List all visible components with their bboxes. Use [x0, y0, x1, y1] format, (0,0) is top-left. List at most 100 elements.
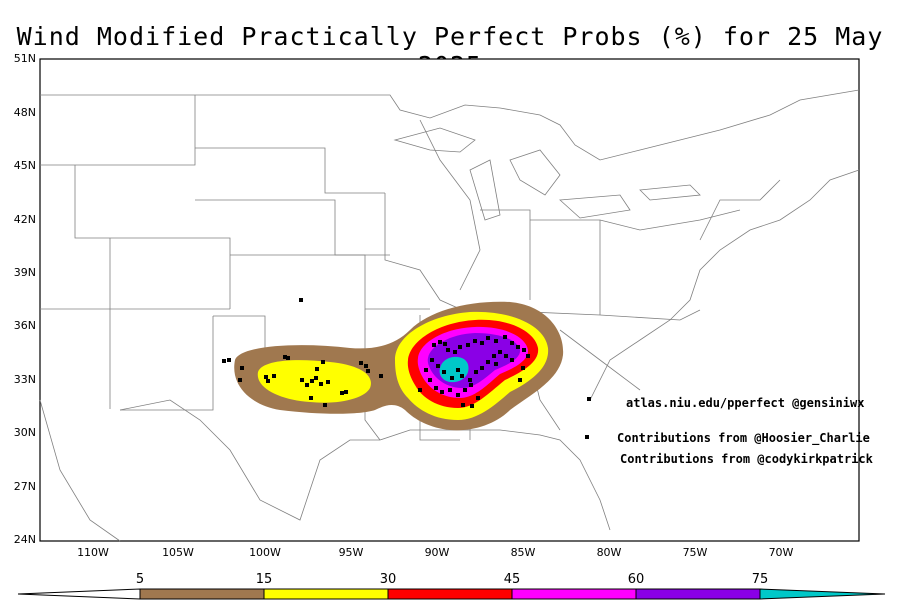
report-marker	[315, 367, 319, 371]
report-marker	[461, 403, 465, 407]
report-marker	[587, 397, 591, 401]
report-marker	[310, 379, 314, 383]
report-marker	[264, 375, 268, 379]
map-frame	[39, 58, 860, 542]
lon-label: 75W	[682, 546, 708, 559]
report-marker	[326, 380, 330, 384]
report-marker	[305, 383, 309, 387]
legend-under-arrow	[17, 588, 141, 600]
legend-tick: 15	[255, 572, 273, 587]
lat-label: 48N	[13, 106, 36, 119]
report-marker	[510, 341, 514, 345]
report-marker	[469, 383, 473, 387]
lon-label: 90W	[424, 546, 450, 559]
report-marker	[521, 366, 525, 370]
report-marker	[359, 361, 363, 365]
report-marker	[299, 298, 303, 302]
report-marker	[463, 388, 467, 392]
report-marker	[283, 355, 287, 359]
report-marker	[480, 366, 484, 370]
report-marker	[510, 358, 514, 362]
report-marker	[428, 378, 432, 382]
report-marker	[458, 345, 462, 349]
legend-bin-30-45	[387, 588, 513, 600]
report-marker	[473, 339, 477, 343]
lon-label: 100W	[249, 546, 281, 559]
lon-label: 105W	[162, 546, 194, 559]
report-marker	[434, 386, 438, 390]
report-marker	[476, 396, 480, 400]
report-marker	[266, 379, 270, 383]
report-marker	[430, 358, 434, 362]
report-marker	[526, 354, 530, 358]
report-markers	[222, 298, 591, 439]
report-marker	[498, 350, 502, 354]
report-marker	[443, 342, 447, 346]
legend-colorbar	[17, 588, 886, 600]
lon-label: 95W	[338, 546, 364, 559]
site-credit: atlas.niu.edu/pperfect @gensiniwx	[626, 396, 865, 410]
legend-tick: 75	[751, 572, 769, 587]
report-marker	[272, 374, 276, 378]
lat-label: 39N	[13, 266, 36, 279]
report-marker	[503, 335, 507, 339]
lat-label: 24N	[13, 533, 36, 546]
report-marker	[424, 368, 428, 372]
legend-over-arrow	[759, 588, 886, 600]
lat-label: 30N	[13, 426, 36, 439]
report-marker	[240, 366, 244, 370]
legend-tick: 60	[627, 572, 645, 587]
report-marker	[494, 362, 498, 366]
report-marker	[442, 370, 446, 374]
report-marker	[321, 360, 325, 364]
report-marker	[494, 339, 498, 343]
report-marker	[438, 340, 442, 344]
report-marker	[480, 341, 484, 345]
legend-bin-45-60	[511, 588, 637, 600]
report-marker	[585, 435, 589, 439]
report-marker	[238, 378, 242, 382]
report-marker	[418, 388, 422, 392]
report-marker	[453, 350, 457, 354]
lon-label: 80W	[596, 546, 622, 559]
report-marker	[448, 388, 452, 392]
report-marker	[460, 374, 464, 378]
lon-label: 70W	[768, 546, 794, 559]
legend-bin-15-30	[263, 588, 389, 600]
report-marker	[440, 390, 444, 394]
report-marker	[319, 382, 323, 386]
report-marker	[344, 390, 348, 394]
report-marker	[522, 348, 526, 352]
report-marker	[470, 404, 474, 408]
report-marker	[323, 403, 327, 407]
report-marker	[486, 360, 490, 364]
legend-tick: 30	[379, 572, 397, 587]
report-marker	[456, 368, 460, 372]
report-marker	[286, 356, 290, 360]
contributor-credit-1: Contributions from @Hoosier_Charlie	[617, 431, 870, 445]
lat-label: 51N	[13, 52, 36, 65]
lon-label: 85W	[510, 546, 536, 559]
report-marker	[364, 364, 368, 368]
legend-tick: 45	[503, 572, 521, 587]
report-marker	[466, 343, 470, 347]
lon-label: 110W	[77, 546, 109, 559]
report-marker	[446, 348, 450, 352]
report-marker	[504, 354, 508, 358]
legend-tick: 5	[135, 572, 145, 587]
lat-label: 42N	[13, 213, 36, 226]
report-marker	[340, 391, 344, 395]
report-marker	[436, 364, 440, 368]
lat-label: 45N	[13, 159, 36, 172]
report-marker	[468, 378, 472, 382]
report-marker	[227, 358, 231, 362]
report-marker	[379, 374, 383, 378]
report-marker	[309, 396, 313, 400]
report-marker	[314, 376, 318, 380]
report-marker	[474, 370, 478, 374]
lat-label: 36N	[13, 319, 36, 332]
report-marker	[516, 345, 520, 349]
legend-bin-60-75	[635, 588, 761, 600]
report-marker	[222, 359, 226, 363]
map-boundaries	[39, 89, 860, 542]
